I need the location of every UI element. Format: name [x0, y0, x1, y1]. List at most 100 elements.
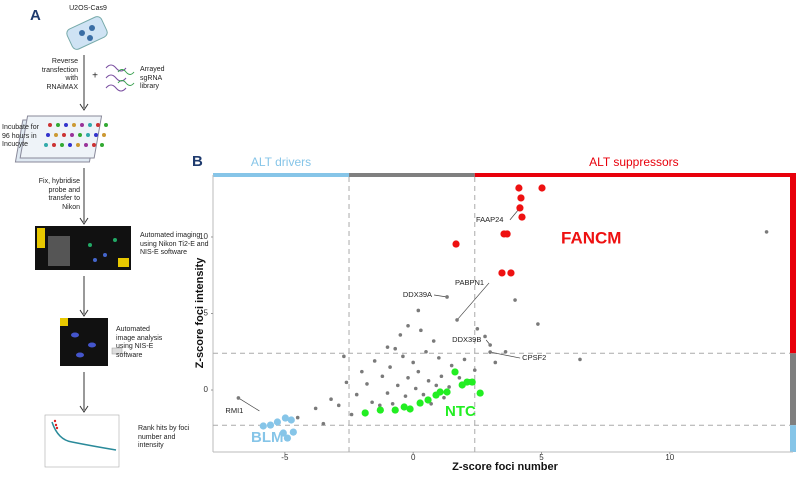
- step-text: Incubate for 96 hours in Incucyte: [2, 124, 39, 148]
- region-label: ALT drivers: [251, 155, 311, 169]
- point: [476, 389, 484, 397]
- point: [313, 406, 318, 411]
- point: [390, 401, 395, 406]
- point: [488, 350, 492, 354]
- point: [437, 356, 441, 360]
- point: [429, 401, 433, 406]
- point: [321, 421, 326, 426]
- point: [503, 349, 508, 354]
- step-text: Fix, hybridise probe and transfer to Nik…: [38, 178, 80, 211]
- point: [426, 379, 431, 383]
- library-text: Arrayed sgRNA library: [140, 66, 165, 90]
- point: [395, 383, 400, 388]
- point: [436, 388, 444, 396]
- annotation-leader: [456, 282, 490, 321]
- x-tick-label: 5: [539, 453, 544, 462]
- point: [498, 269, 506, 277]
- y-axis-title: Z-score foci intensity: [194, 257, 206, 369]
- point: [403, 394, 408, 398]
- annotation-label: FAAP24: [476, 215, 504, 224]
- x-tick-label: -5: [281, 453, 289, 462]
- point: [518, 213, 526, 221]
- point: [452, 240, 460, 248]
- region-label: ALT suppressors: [589, 155, 679, 169]
- point: [434, 383, 439, 388]
- point: [472, 368, 477, 372]
- step-text: Automated image analysis using NIS-E sof…: [116, 326, 163, 359]
- region-bar: [790, 173, 796, 354]
- annotation-leader: [433, 294, 448, 298]
- point: [361, 409, 369, 417]
- point: [411, 360, 415, 365]
- point: [372, 359, 377, 363]
- point: [483, 334, 487, 339]
- point: [416, 399, 424, 407]
- point: [344, 380, 349, 385]
- point: [329, 397, 333, 402]
- point: [493, 360, 498, 365]
- point: [287, 416, 295, 424]
- annotation-leader: [238, 397, 260, 412]
- point: [515, 184, 523, 192]
- point: [388, 365, 392, 369]
- x-axis-title: Z-score foci number: [452, 461, 558, 473]
- point: [289, 428, 297, 436]
- plot-area: ALT drivers ALT suppressors -5 0 5 10 0 5 10 FAAP…: [199, 155, 796, 462]
- y-tick-label: 10: [199, 232, 208, 241]
- point: [457, 375, 462, 380]
- annotation-label: DDX39A: [403, 290, 432, 299]
- point: [406, 405, 414, 413]
- point: [281, 414, 289, 422]
- region-bar: [349, 173, 475, 177]
- point: [391, 406, 399, 414]
- point: [419, 328, 423, 333]
- point: [349, 412, 354, 417]
- region-bar: [790, 353, 796, 426]
- point: [295, 415, 300, 420]
- point: [764, 230, 769, 234]
- x-tick-label: 0: [411, 453, 416, 462]
- point: [336, 403, 341, 408]
- point: [283, 434, 292, 442]
- point: [400, 403, 408, 411]
- point: [273, 418, 282, 426]
- point: [401, 354, 405, 359]
- point: [416, 369, 421, 374]
- annotation-label: RMI1: [225, 406, 243, 415]
- point: [376, 406, 384, 414]
- point: [445, 295, 449, 299]
- region-bar: [213, 173, 350, 177]
- point: [538, 184, 546, 192]
- point: [424, 349, 428, 354]
- point: [517, 194, 525, 202]
- point: [451, 368, 459, 376]
- point: [516, 204, 524, 212]
- annotation-leader: [490, 351, 521, 359]
- point: [406, 375, 410, 380]
- point: [463, 378, 471, 386]
- point: [385, 391, 390, 395]
- point: [365, 382, 369, 386]
- point: [360, 369, 364, 374]
- point: [431, 339, 436, 343]
- point: [443, 388, 451, 396]
- point: [398, 333, 403, 337]
- annotation-label: DDX39B: [452, 335, 481, 344]
- point: [421, 392, 426, 397]
- point: [424, 396, 432, 404]
- panel-label: A: [30, 7, 41, 24]
- y-tick-label: 0: [204, 385, 209, 394]
- series-label: BLM: [251, 429, 284, 446]
- cell-line: U2OS-Cas9: [69, 5, 107, 12]
- point: [439, 374, 444, 379]
- point: [475, 327, 480, 331]
- point: [393, 346, 398, 351]
- y-tick-label: 5: [204, 309, 209, 318]
- series-label: NTC: [445, 403, 476, 420]
- plus: +: [92, 71, 98, 82]
- point: [449, 363, 454, 368]
- point: [354, 392, 359, 397]
- point: [447, 385, 451, 389]
- point: [279, 429, 287, 437]
